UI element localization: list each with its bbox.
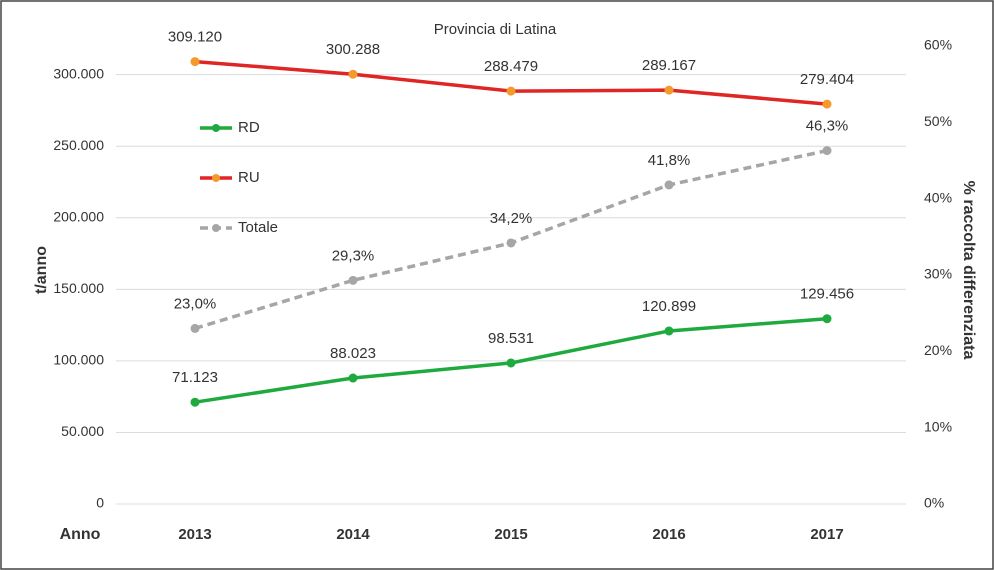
x-tick-label: 2014: [336, 526, 370, 543]
data-label: 98.531: [488, 330, 534, 347]
point: [506, 358, 516, 368]
y-tick-label: 150.000: [53, 280, 104, 296]
y2-tick-label: 0%: [924, 495, 944, 511]
y-tick-label: 200.000: [53, 208, 104, 224]
data-label: 279.404: [800, 71, 854, 88]
data-label: 23,0%: [174, 295, 217, 312]
y2-tick-label: 50%: [924, 113, 952, 129]
data-label: 120.899: [642, 298, 696, 315]
point: [348, 275, 358, 285]
y2-tick-label: 10%: [924, 418, 952, 434]
point: [664, 180, 674, 190]
y2-axis-label: % raccolta differenziata: [960, 181, 977, 360]
y2-tick-label: 20%: [924, 342, 952, 358]
point: [506, 238, 516, 248]
point: [822, 314, 832, 324]
y2-tick-label: 40%: [924, 189, 952, 205]
data-label: 289.167: [642, 57, 696, 74]
data-label: 288.479: [484, 58, 538, 75]
legend-label: RD: [238, 119, 260, 136]
y2-tick-label: 60%: [924, 37, 952, 53]
y-tick-label: 250.000: [53, 137, 104, 153]
point: [190, 397, 200, 407]
data-label: 29,3%: [332, 247, 375, 264]
data-label: 71.123: [172, 369, 218, 386]
legend-marker: [212, 224, 220, 232]
y-axis-label: t/anno: [33, 246, 50, 294]
legend-marker: [212, 124, 220, 132]
point: [190, 57, 200, 67]
data-label: 41,8%: [648, 152, 691, 169]
point: [664, 85, 674, 95]
x-tick-label: 2015: [494, 526, 527, 543]
point: [822, 146, 832, 156]
y-tick-label: 100.000: [53, 352, 104, 368]
y-tick-label: 300.000: [53, 65, 104, 81]
y-tick-label: 0: [96, 495, 104, 511]
data-label: 46,3%: [806, 118, 849, 135]
x-tick-label: 2017: [810, 526, 843, 543]
point: [822, 99, 832, 109]
y2-tick-label: 30%: [924, 266, 952, 282]
x-tick-label: 2013: [178, 526, 211, 543]
x-axis-label: Anno: [60, 526, 101, 543]
legend-label: Totale: [238, 219, 278, 236]
data-label: 88.023: [330, 345, 376, 362]
legend-label: RU: [238, 169, 260, 186]
x-tick-label: 2016: [652, 526, 685, 543]
data-label: 309.120: [168, 29, 222, 46]
point: [190, 323, 200, 333]
point: [506, 86, 516, 96]
point: [348, 69, 358, 79]
legend-marker: [212, 174, 220, 182]
point: [664, 326, 674, 336]
chart-title: Provincia di Latina: [434, 21, 557, 38]
y-tick-label: 50.000: [61, 423, 104, 439]
data-label: 34,2%: [490, 210, 533, 227]
data-label: 129.456: [800, 286, 854, 303]
data-label: 300.288: [326, 41, 380, 58]
point: [348, 373, 358, 383]
